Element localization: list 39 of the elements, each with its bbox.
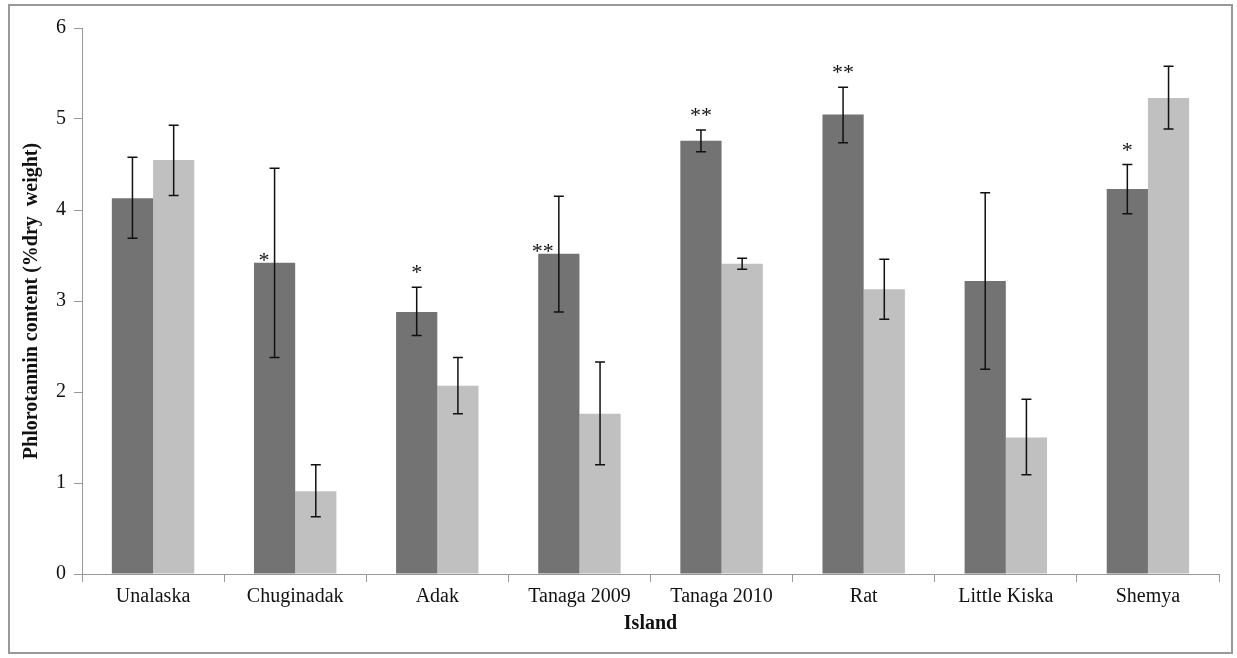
y-tick-label: 6 (56, 15, 66, 38)
x-tick-label: Chuginadak (246, 584, 344, 608)
x-tick-label: Little Kiska (958, 584, 1054, 607)
bar (253, 262, 296, 574)
y-tick-label: 4 (56, 197, 66, 220)
bar (396, 311, 438, 574)
bar (721, 263, 763, 574)
bar (863, 289, 905, 574)
bar (538, 253, 580, 574)
x-tick-label: Tanaga 2010 (670, 584, 773, 608)
bar (1005, 437, 1048, 574)
bar (822, 114, 864, 574)
y-axis-title: Phlorotannin content (%dry weight) (19, 142, 43, 460)
bar (680, 140, 722, 574)
bar (437, 385, 479, 574)
y-tick-label: 3 (56, 288, 66, 311)
annotation: * (258, 246, 270, 272)
bar (1106, 189, 1148, 574)
bar (1147, 98, 1190, 574)
bar (295, 491, 337, 574)
x-axis-title: Island (623, 611, 678, 634)
annotation: * (411, 259, 423, 285)
annotation: ** (689, 101, 712, 127)
bar (153, 159, 195, 574)
y-tick-label: 0 (56, 561, 66, 584)
annotation: * (1121, 136, 1133, 162)
x-tick-label: Shemya (1115, 584, 1181, 608)
bar (111, 198, 154, 574)
x-tick-label: Unalaska (115, 584, 191, 607)
x-tick-label: Rat (849, 584, 879, 607)
annotation: ** (832, 59, 855, 85)
bar (964, 280, 1006, 574)
annotation: ** (531, 237, 554, 263)
x-tick-label: Tanaga 2009 (528, 584, 631, 608)
y-tick-label: 1 (56, 470, 66, 493)
y-tick-label: 5 (56, 106, 66, 129)
x-tick-label: Adak (415, 584, 459, 607)
y-tick-label: 2 (56, 379, 66, 402)
bar (579, 413, 621, 574)
